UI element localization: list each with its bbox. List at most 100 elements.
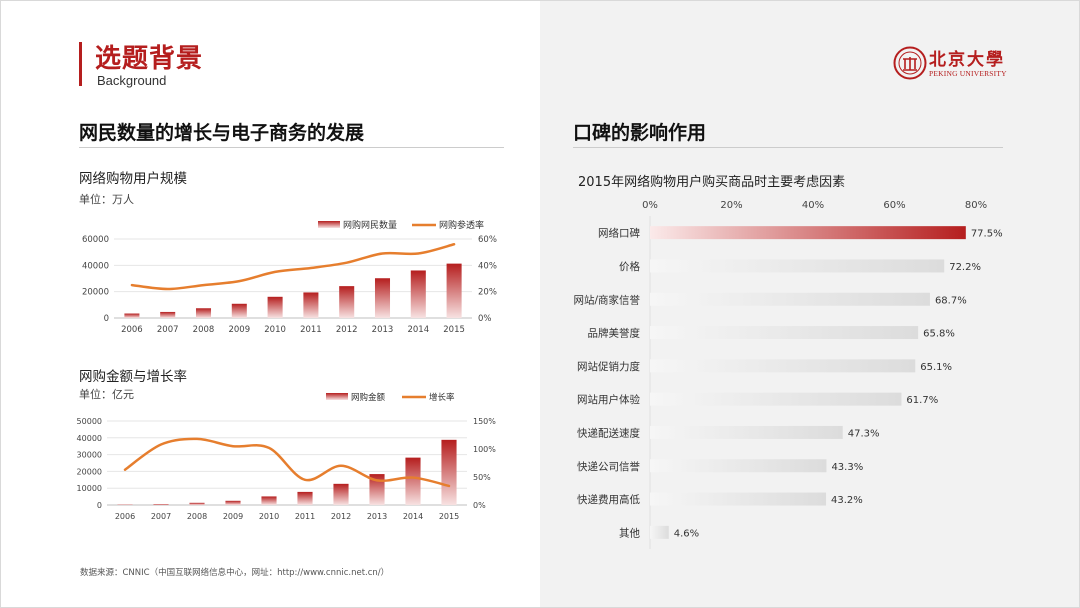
y-tick-label-right: 50% bbox=[473, 473, 491, 482]
x-tick-label: 2013 bbox=[372, 325, 394, 335]
legend-swatch-bar bbox=[326, 393, 348, 400]
bar bbox=[339, 286, 355, 318]
chart1-title: 网络购物用户规模 bbox=[79, 171, 187, 187]
bar bbox=[650, 259, 945, 273]
data-label: 61.7% bbox=[906, 395, 938, 406]
bar bbox=[650, 359, 916, 373]
y-tick-label-left: 40000 bbox=[77, 434, 102, 443]
x-tick-label: 60% bbox=[883, 200, 905, 211]
bar bbox=[303, 292, 319, 318]
x-tick-label: 2007 bbox=[151, 512, 171, 521]
bar bbox=[446, 263, 462, 318]
x-tick-label: 2011 bbox=[295, 512, 315, 521]
y-tick-label-left: 20000 bbox=[77, 467, 102, 476]
bar bbox=[195, 308, 212, 318]
data-label: 77.5% bbox=[971, 229, 1003, 240]
x-tick-label: 2006 bbox=[121, 325, 143, 335]
x-tick-label: 2010 bbox=[264, 325, 286, 335]
y-tick-label-right: 40% bbox=[478, 261, 497, 271]
data-label: 72.2% bbox=[949, 262, 981, 273]
peking-university-logo: 北京大學 PEKING UNIVERSITY bbox=[893, 44, 1013, 84]
data-label: 68.7% bbox=[935, 295, 967, 306]
bar bbox=[267, 296, 283, 318]
chart1-unit: 单位：万人 bbox=[79, 193, 134, 206]
bar bbox=[189, 502, 205, 505]
category-label: 网站用户体验 bbox=[577, 393, 640, 406]
x-tick-label: 2010 bbox=[259, 512, 279, 521]
chart3-title: 2015年网络购物用户购买商品时主要考虑因素 bbox=[578, 175, 846, 190]
online-shopper-scale-chart: 0 20000 40000 60000 0% 20% 40% 60% 2006 2007 2008 2… bbox=[82, 219, 497, 335]
y-tick-label-left: 60000 bbox=[82, 235, 109, 245]
x-tick-label: 2015 bbox=[443, 325, 465, 335]
x-tick-label: 2015 bbox=[439, 512, 459, 521]
bar bbox=[124, 313, 140, 318]
legend-swatch-bar bbox=[318, 221, 340, 228]
y-tick-label-right: 150% bbox=[473, 417, 496, 426]
category-label: 其他 bbox=[619, 526, 640, 539]
logo-english-name: PEKING UNIVERSITY bbox=[929, 69, 1007, 78]
bar bbox=[405, 457, 421, 505]
bar bbox=[261, 496, 277, 505]
logo-chinese-name: 北京大學 bbox=[929, 50, 1005, 70]
bar bbox=[160, 311, 176, 318]
bar bbox=[225, 500, 241, 505]
category-label: 价格 bbox=[619, 260, 640, 273]
bar bbox=[650, 425, 843, 439]
bar bbox=[650, 492, 827, 506]
y-tick-label-left: 0 bbox=[97, 501, 102, 510]
y-tick-label-left: 10000 bbox=[77, 484, 102, 493]
x-tick-label: 2008 bbox=[187, 512, 207, 521]
bar bbox=[441, 439, 457, 505]
category-label: 快递配送速度 bbox=[577, 426, 640, 439]
category-label: 品牌美誉度 bbox=[588, 327, 641, 340]
y-tick-label-left: 50000 bbox=[77, 417, 102, 426]
x-tick-label: 2009 bbox=[228, 325, 250, 335]
x-tick-label: 2006 bbox=[115, 512, 135, 521]
y-tick-label-left: 30000 bbox=[77, 451, 102, 460]
series-line bbox=[123, 437, 451, 488]
x-tick-label: 2013 bbox=[367, 512, 387, 521]
legend-label-bar: 网购网民数量 bbox=[343, 219, 397, 231]
x-tick-label: 2011 bbox=[300, 325, 322, 335]
data-label: 4.6% bbox=[674, 528, 699, 539]
title-accent-bar bbox=[79, 42, 82, 86]
bar bbox=[153, 504, 169, 505]
data-label: 43.3% bbox=[831, 462, 863, 473]
left-section-title: 网民数量的增长与电子商务的发展 bbox=[79, 122, 365, 144]
bar bbox=[231, 303, 247, 318]
category-label: 快递费用高低 bbox=[577, 493, 640, 506]
bar bbox=[650, 326, 919, 340]
page-subtitle: Background bbox=[97, 73, 167, 88]
x-tick-label: 2012 bbox=[331, 512, 351, 521]
bar bbox=[650, 525, 669, 539]
x-tick-label: 2012 bbox=[336, 325, 358, 335]
y-tick-label-right: 0% bbox=[478, 314, 492, 324]
bar bbox=[650, 459, 827, 473]
x-tick-label: 2008 bbox=[193, 325, 215, 335]
y-tick-label-left: 0 bbox=[104, 314, 109, 324]
y-tick-label-left: 20000 bbox=[82, 288, 109, 298]
university-seal-icon bbox=[893, 46, 927, 80]
right-section-divider bbox=[573, 147, 1003, 148]
data-source-note: 数据来源：CNNIC（中国互联网络信息中心，网址：http://www.cnni… bbox=[80, 568, 390, 578]
online-shopping-amount-chart: 0 10000 20000 30000 40000 50000 0% 50% 100% 150% 2… bbox=[77, 392, 497, 521]
y-tick-label-left: 40000 bbox=[82, 261, 109, 271]
chart2-unit: 单位：亿元 bbox=[79, 388, 134, 401]
right-section-title: 口碑的影响作用 bbox=[573, 122, 707, 144]
bar bbox=[650, 392, 902, 406]
bar bbox=[374, 278, 391, 318]
data-label: 65.8% bbox=[923, 329, 955, 340]
category-label: 网站/商家信誉 bbox=[573, 293, 640, 306]
category-label: 网站促销力度 bbox=[577, 360, 640, 373]
legend-label-line: 增长率 bbox=[429, 392, 455, 403]
x-tick-label: 0% bbox=[642, 200, 658, 211]
bar bbox=[333, 483, 349, 505]
x-tick-label: 20% bbox=[720, 200, 742, 211]
series-line bbox=[130, 243, 456, 291]
purchase-factors-chart: 0% 20% 40% 60% 80% 网络口碑 77.5% 价格 72.2% 网站/商家信誉 68.… bbox=[573, 200, 1003, 549]
bar bbox=[410, 270, 426, 318]
y-tick-label-right: 20% bbox=[478, 288, 497, 298]
x-tick-label: 2009 bbox=[223, 512, 243, 521]
x-tick-label: 2014 bbox=[407, 325, 429, 335]
data-label: 43.2% bbox=[831, 495, 863, 506]
